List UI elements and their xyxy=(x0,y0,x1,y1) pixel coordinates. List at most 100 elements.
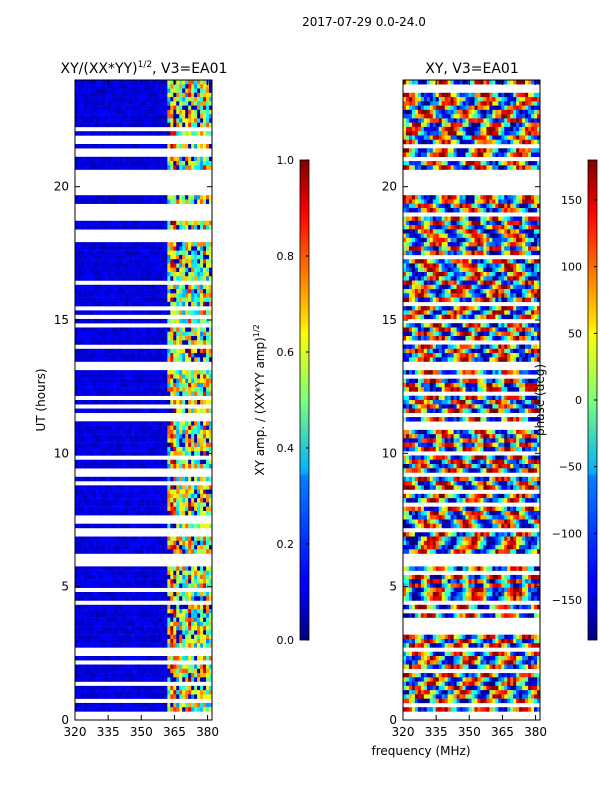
heatmap-cell xyxy=(170,327,174,332)
heatmap-cell xyxy=(158,297,162,303)
heatmap-row xyxy=(75,92,212,98)
heatmap-cell xyxy=(89,421,94,426)
heatmap-cell xyxy=(104,485,109,490)
heatmap-cell xyxy=(170,643,174,648)
heatmap-cell xyxy=(92,493,97,499)
heatmap-cell xyxy=(167,545,171,550)
heatmap-cell xyxy=(89,156,94,162)
heatmap-cell xyxy=(83,540,88,546)
heatmap-cell xyxy=(188,630,192,635)
heatmap-cell xyxy=(98,523,103,529)
heatmap-cell xyxy=(155,690,159,695)
heatmap-cell xyxy=(110,664,115,669)
heatmap-cell xyxy=(107,621,112,627)
heatmap-cell xyxy=(185,579,189,584)
heatmap-cell xyxy=(170,690,174,695)
heatmap-cell xyxy=(185,97,189,102)
heatmap-cell xyxy=(116,220,120,226)
heatmap-cell xyxy=(155,353,159,358)
heatmap-cell xyxy=(191,429,195,435)
heatmap-cell xyxy=(80,387,85,392)
heatmap-cell xyxy=(116,289,120,294)
heatmap-cell xyxy=(107,131,112,136)
heatmap-cell xyxy=(149,301,153,307)
heatmap-cell xyxy=(188,664,192,669)
heatmap-cell xyxy=(170,370,174,375)
heatmap-cell xyxy=(206,144,210,149)
heatmap-cell xyxy=(191,357,195,362)
heatmap-cell xyxy=(128,284,132,290)
heatmap-cell xyxy=(107,348,112,354)
heatmap-cell xyxy=(176,289,180,294)
heatmap-cell xyxy=(206,246,210,251)
heatmap-cell xyxy=(107,489,112,495)
heatmap-cell xyxy=(206,156,210,162)
heatmap-row xyxy=(75,101,212,106)
heatmap-cell xyxy=(185,498,189,503)
heatmap-cell xyxy=(128,506,132,512)
heatmap-cell xyxy=(75,97,79,102)
heatmap-cell xyxy=(92,574,97,580)
heatmap-cell xyxy=(152,476,156,482)
heatmap-cell xyxy=(176,165,180,170)
heatmap-cell xyxy=(116,613,120,618)
heatmap-cell xyxy=(149,609,153,614)
heatmap-cell xyxy=(80,88,85,93)
heatmap-cell xyxy=(167,156,171,162)
heatmap-cell xyxy=(125,617,129,623)
heatmap-cell xyxy=(143,536,147,541)
heatmap-cell xyxy=(83,425,88,431)
heatmap-cell xyxy=(110,685,115,691)
heatmap-cell xyxy=(176,694,180,699)
heatmap-cell xyxy=(438,101,443,106)
heatmap-cell xyxy=(462,101,466,106)
heatmap-cell xyxy=(116,353,120,358)
heatmap-row xyxy=(75,259,212,264)
heatmap-cell xyxy=(107,451,112,456)
heatmap-cell xyxy=(417,97,422,102)
heatmap-cell xyxy=(206,331,210,337)
heatmap-cell xyxy=(116,88,120,93)
heatmap-cell xyxy=(161,579,165,584)
heatmap-cell xyxy=(182,656,186,661)
heatmap-cell xyxy=(83,476,88,482)
heatmap-cell xyxy=(98,485,103,490)
heatmap-cell xyxy=(75,583,79,588)
heatmap-cell xyxy=(167,267,171,273)
heatmap-cell xyxy=(128,297,132,303)
heatmap-cell xyxy=(125,242,129,247)
heatmap-cell xyxy=(194,545,198,550)
figure-suptitle: 2017-07-29 0.0-24.0 xyxy=(302,15,426,29)
heatmap-cell xyxy=(158,579,162,584)
heatmap-cell xyxy=(128,199,132,204)
heatmap-cell xyxy=(203,118,207,123)
heatmap-cell xyxy=(83,289,88,294)
heatmap-cell xyxy=(200,596,204,601)
heatmap-cell xyxy=(119,378,123,384)
heatmap-cell xyxy=(92,668,97,674)
heatmap-cell xyxy=(170,357,174,362)
heatmap-cell xyxy=(92,442,97,448)
heatmap-cell xyxy=(209,246,212,251)
heatmap-cell xyxy=(113,331,117,337)
heatmap-cell xyxy=(110,425,115,431)
heatmap-cell xyxy=(188,446,192,452)
heatmap-cell xyxy=(161,165,165,170)
heatmap-cell xyxy=(167,118,171,123)
heatmap-cell xyxy=(179,400,183,405)
heatmap-cell xyxy=(134,289,138,294)
heatmap-row xyxy=(75,668,212,674)
heatmap-cell xyxy=(209,694,212,699)
heatmap-cell xyxy=(146,489,150,495)
heatmap-cell xyxy=(197,80,201,85)
heatmap-cell xyxy=(143,498,147,503)
heatmap-cell xyxy=(113,220,117,226)
heatmap-cell xyxy=(98,327,103,332)
heatmap-cell xyxy=(411,92,416,98)
heatmap-cell xyxy=(110,161,115,166)
heatmap-cell xyxy=(209,459,212,465)
heatmap-cell xyxy=(107,92,112,98)
heatmap-cell xyxy=(167,523,171,529)
heatmap-cell xyxy=(140,446,144,452)
heatmap-cell xyxy=(119,284,123,290)
